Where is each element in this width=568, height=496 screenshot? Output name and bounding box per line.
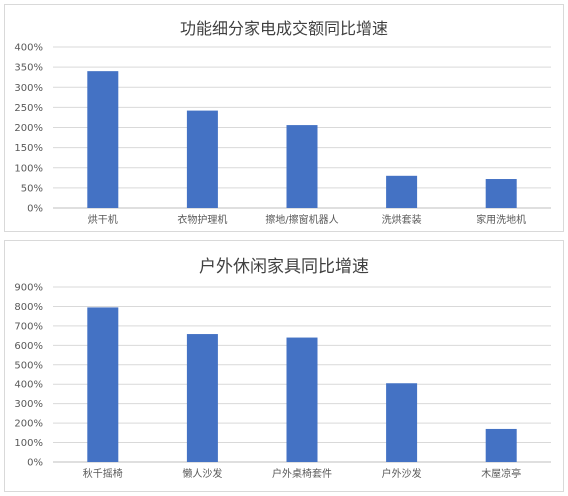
y-tick-label: 900% <box>14 283 43 294</box>
bar <box>186 110 218 208</box>
x-category-label: 懒人沙发 <box>182 467 222 480</box>
y-tick-label: 200% <box>14 419 43 430</box>
bar <box>485 179 517 208</box>
y-tick-label: 700% <box>14 321 43 332</box>
chart-panel-outdoor-furniture: 户外休闲家具同比增速 0% 100% 200% 300% 400% 500% 600% 700… <box>4 240 564 492</box>
chart-appliances: 0% 50% 100% 150% 200% 250% 300% 350% 400% 烘干机 衣物护理… <box>14 43 551 226</box>
y-tick-label: 400% <box>14 380 43 391</box>
chart-outdoor-furniture: 0% 100% 200% 300% 400% 500% 600% 700% 800% 900% 秋千… <box>14 283 551 480</box>
y-tick-label: 0% <box>27 204 43 215</box>
bar <box>386 383 418 462</box>
bar <box>87 71 119 209</box>
x-category-label: 衣物护理机 <box>177 213 227 226</box>
y-tick-label: 800% <box>14 302 43 313</box>
bar <box>87 307 119 462</box>
y-tick-label: 150% <box>14 143 43 154</box>
chart-panel-appliances: 功能细分家电成交额同比增速 0% 50% 100% 150% 200% 250% 300% 3… <box>4 4 564 232</box>
y-tick-label: 300% <box>14 399 43 410</box>
x-category-label: 洗烘套装 <box>382 213 422 226</box>
bar <box>286 125 318 208</box>
x-category-label: 擦地/擦窗机器人 <box>265 213 338 226</box>
y-tick-label: 50% <box>21 183 43 194</box>
y-tick-label: 350% <box>14 63 43 74</box>
y-tick-label: 250% <box>14 103 43 114</box>
y-tick-label: 100% <box>14 438 43 449</box>
chart-title-outdoor-furniture: 户外休闲家具同比增速 <box>199 257 369 277</box>
x-category-label: 木屋凉亭 <box>481 467 521 480</box>
y-tick-label: 200% <box>14 123 43 134</box>
chart-title-appliances: 功能细分家电成交额同比增速 <box>179 19 388 38</box>
x-category-label: 烘干机 <box>88 213 118 226</box>
y-tick-label: 500% <box>14 360 43 371</box>
y-tick-label: 0% <box>27 458 43 469</box>
x-category-label: 户外桌椅套件 <box>272 467 332 480</box>
bar <box>485 428 517 462</box>
bar <box>286 337 318 462</box>
bar <box>186 334 218 462</box>
x-category-label: 秋千摇椅 <box>83 467 123 480</box>
y-tick-label: 300% <box>14 83 43 94</box>
bar <box>386 175 418 208</box>
x-category-label: 家用洗地机 <box>476 213 526 226</box>
y-tick-label: 100% <box>14 163 43 174</box>
y-tick-label: 600% <box>14 341 43 352</box>
x-category-label: 户外沙发 <box>382 467 422 480</box>
y-tick-label: 400% <box>14 43 43 54</box>
